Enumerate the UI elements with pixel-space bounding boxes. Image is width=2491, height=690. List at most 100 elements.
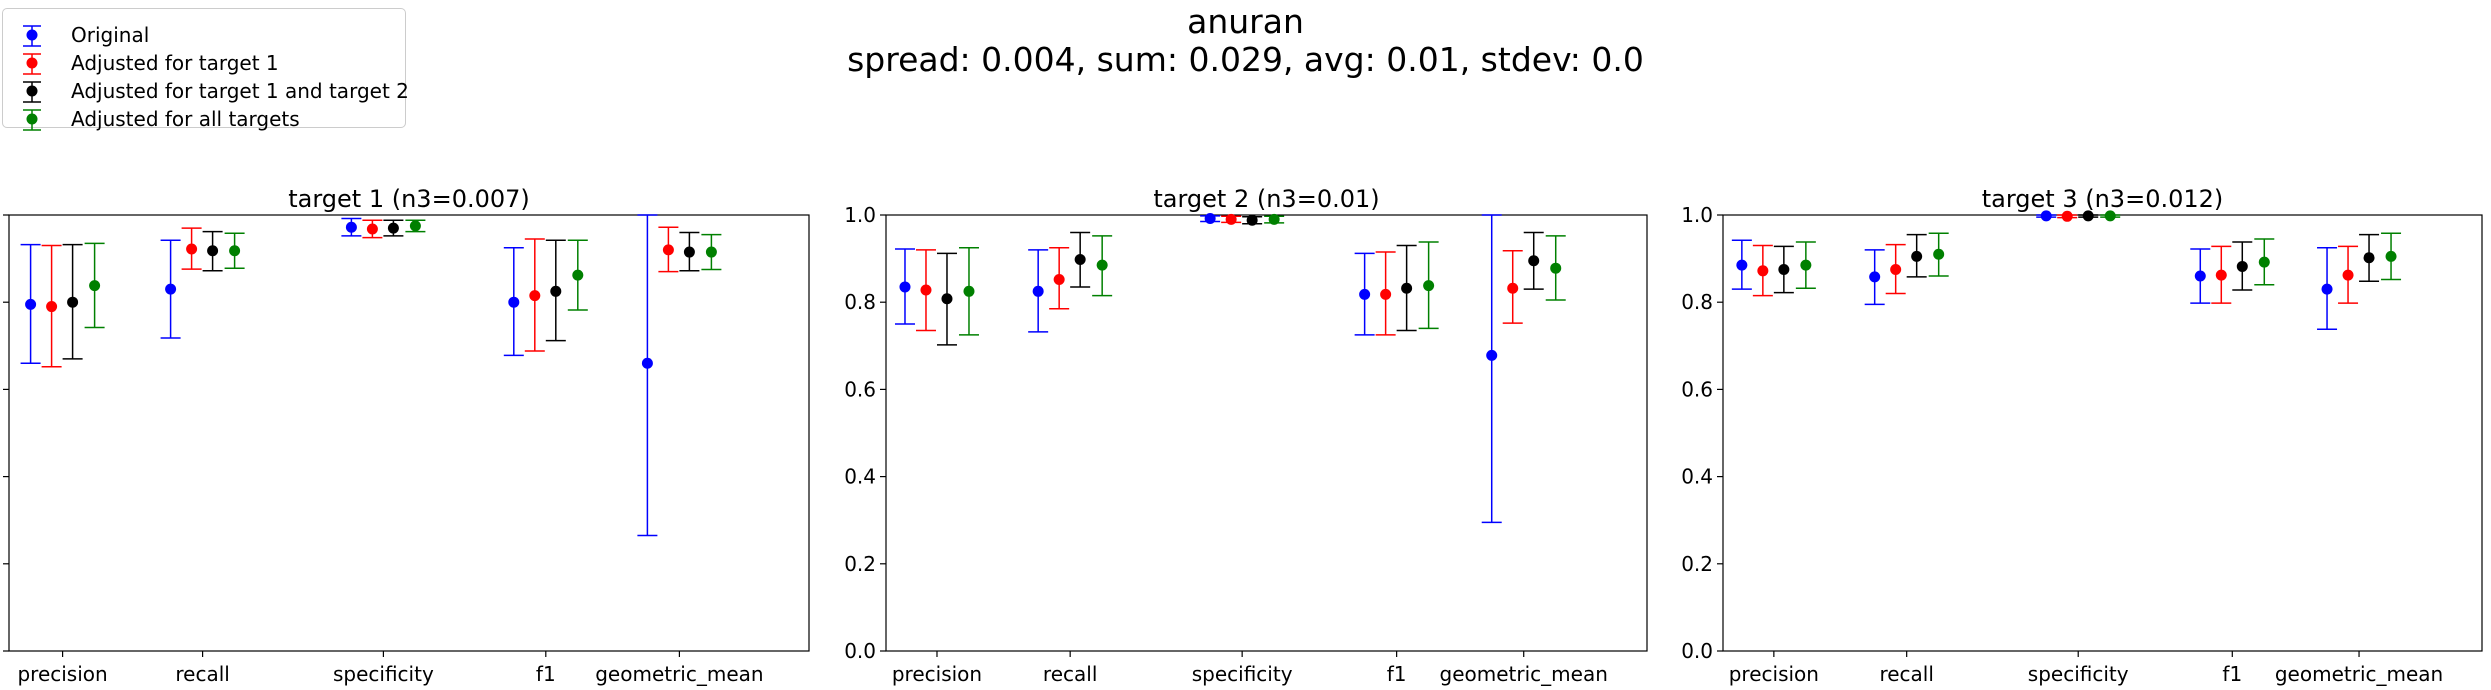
x-tick-label: f1 — [536, 662, 556, 686]
y-tick-label: 1.0 — [1681, 203, 1713, 227]
y-tick-label: 0.2 — [1681, 552, 1713, 576]
legend-marker-point — [26, 29, 38, 41]
series-4-precision-point — [963, 285, 975, 297]
series-4-recall-point — [229, 245, 241, 257]
series-2-f1-point — [1380, 288, 1392, 300]
series-1-specificity-point — [345, 221, 357, 233]
chart-title: target 2 (n3=0.01) — [1153, 185, 1379, 213]
plot-frame — [885, 214, 1648, 652]
y-tick-label: 0.6 — [844, 377, 876, 401]
series-1-f1-point — [508, 296, 520, 308]
series-3-specificity-point — [1246, 214, 1258, 226]
series-2-precision-point — [46, 301, 58, 313]
series-1-precision-point — [1736, 259, 1748, 271]
series-1-specificity-point — [1204, 212, 1216, 224]
series-3-precision-point — [67, 296, 79, 308]
series-4-recall-point — [1933, 248, 1945, 260]
legend-label: Adjusted for target 1 and target 2 — [71, 79, 409, 103]
series-4-f1-point — [1423, 280, 1435, 292]
series-2-precision-point — [1757, 265, 1769, 277]
series-2-recall-point — [1053, 274, 1065, 286]
series-1-specificity-point — [2040, 210, 2052, 222]
chart-title: target 3 (n3=0.012) — [1982, 185, 2224, 213]
series-4-precision-point — [1800, 259, 1812, 271]
series-3-f1-point — [2236, 260, 2248, 272]
legend-marker-adjusted-all-targets — [23, 109, 41, 131]
figure-subtitle: spread: 0.004, sum: 0.029, avg: 0.01, st… — [847, 40, 1644, 79]
y-tick-label: 0.4 — [1681, 465, 1713, 489]
series-4-specificity-point — [1268, 213, 1280, 225]
series-1-geometric_mean-point — [641, 357, 653, 369]
series-3-f1-point — [550, 285, 562, 297]
series-4-f1-point — [572, 269, 584, 281]
series-4-specificity-point — [2104, 210, 2116, 222]
series-2-specificity-point — [1225, 213, 1237, 225]
series-3-recall-point — [1074, 253, 1086, 265]
x-tick-label: specificity — [333, 662, 434, 686]
y-tick-label: 0.6 — [1681, 377, 1713, 401]
figure-title: anuran — [1187, 2, 1304, 41]
x-tick-label: precision — [1729, 662, 1819, 686]
series-4-f1-point — [2258, 256, 2270, 268]
series-2-recall-point — [1890, 264, 1902, 275]
x-tick-label: recall — [1043, 662, 1097, 686]
legend-label: Adjusted for all targets — [71, 107, 300, 131]
series-3-geometric_mean-point — [1528, 255, 1540, 267]
series-2-specificity-point — [366, 223, 378, 235]
series-2-precision-point — [920, 284, 932, 296]
series-4-geometric_mean-point — [705, 246, 717, 258]
legend: Original Adjusted for target 1 Adjusted … — [2, 8, 409, 131]
y-tick-label: 0.2 — [844, 552, 876, 576]
series-2-f1-point — [2215, 269, 2227, 281]
series-2-specificity-point — [2061, 210, 2073, 222]
series-1-geometric_mean-point — [1486, 349, 1498, 361]
series-4-precision-point — [89, 280, 101, 292]
y-tick-label: 0.4 — [844, 465, 876, 489]
x-tick-label: recall — [175, 662, 229, 686]
series-2-geometric_mean-point — [662, 244, 674, 256]
series-4-geometric_mean-point — [1550, 262, 1562, 274]
series-1-recall-point — [1869, 271, 1881, 283]
series-1-precision-point — [25, 298, 37, 310]
series-3-precision-point — [941, 293, 953, 305]
series-1-f1-point — [2194, 270, 2206, 282]
chart-panel-2: 0.0 0.2 0.4 0.6 0.8 1.0 precision recall specifi… — [844, 185, 1648, 686]
series-4-specificity-point — [409, 220, 421, 232]
x-tick-label: recall — [1879, 662, 1933, 686]
series-4-geometric_mean-point — [2385, 250, 2397, 262]
series-4-recall-point — [1096, 259, 1108, 271]
series-3-geometric_mean-point — [2363, 252, 2375, 264]
x-tick-label: geometric_mean — [1440, 662, 1608, 686]
chart-title: target 1 (n3=0.007) — [288, 185, 530, 213]
y-tick-label: 0.0 — [844, 639, 876, 663]
y-tick-label: 1.0 — [844, 203, 876, 227]
series-3-specificity-point — [2082, 210, 2094, 222]
legend-item-original: Original — [3, 21, 403, 49]
series-1-precision-point — [899, 281, 911, 293]
legend-item-adjusted-target-1-and-2: Adjusted for target 1 and target 2 — [3, 77, 409, 105]
chart-panel-1: 0.00.20.40.60.81.0precisionrecallspecifi… — [3, 185, 810, 686]
series-1-recall-point — [1032, 285, 1044, 297]
y-tick-label: 0.8 — [1681, 290, 1713, 314]
legend-label: Adjusted for target 1 — [71, 51, 279, 75]
legend-marker-point — [26, 57, 38, 69]
series-2-recall-point — [186, 243, 198, 255]
legend-marker-point — [26, 85, 38, 97]
x-tick-label: specificity — [2028, 662, 2129, 686]
x-tick-label: geometric_mean — [2275, 662, 2443, 686]
series-3-specificity-point — [387, 222, 399, 234]
y-tick-label: 0.8 — [844, 290, 876, 314]
legend-marker-adjusted-target-1-and-2 — [23, 81, 41, 103]
legend-marker-original — [23, 25, 41, 47]
plot-frame — [1722, 214, 2483, 652]
series-2-geometric_mean-point — [2342, 269, 2354, 281]
legend-item-adjusted-all-targets: Adjusted for all targets — [3, 105, 403, 133]
legend-marker-adjusted-target-1 — [23, 53, 41, 75]
plot-frame — [8, 214, 810, 652]
x-tick-label: specificity — [1192, 662, 1293, 686]
series-3-geometric_mean-point — [683, 246, 695, 258]
y-tick-label: 0.0 — [1681, 639, 1713, 663]
x-tick-label: f1 — [2222, 662, 2242, 686]
series-1-recall-point — [165, 283, 177, 295]
